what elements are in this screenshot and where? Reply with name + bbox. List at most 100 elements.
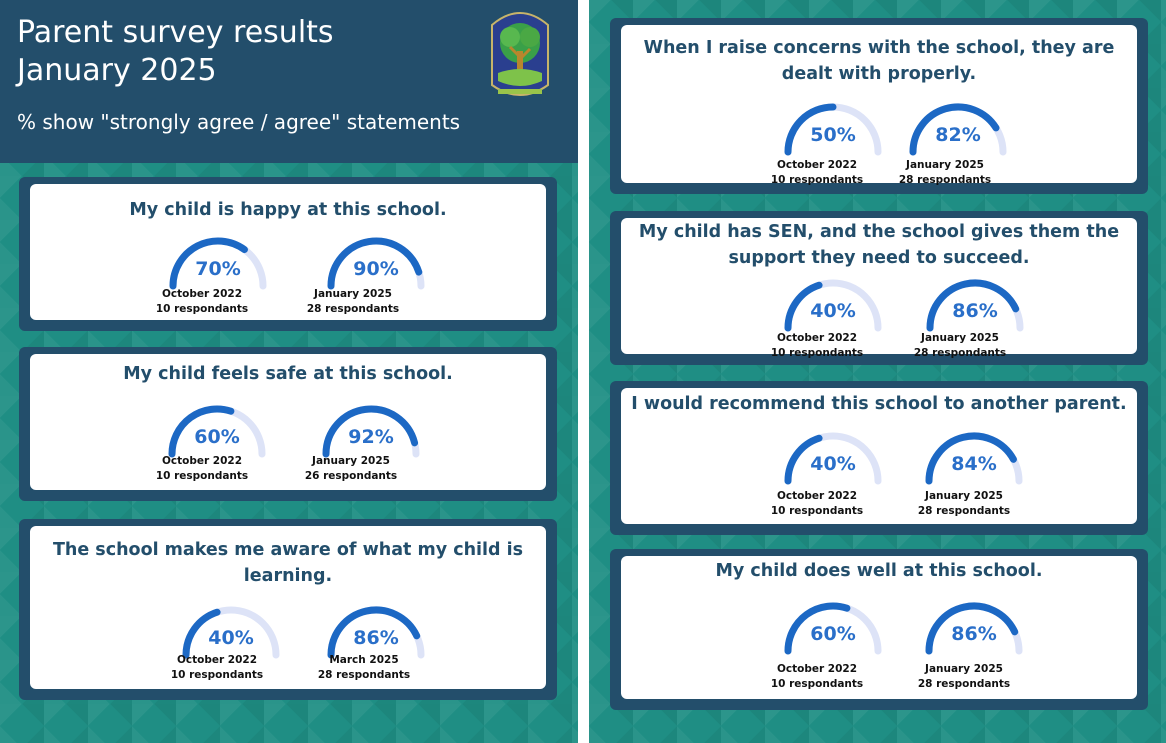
school-tree-crest-icon <box>491 12 549 96</box>
survey-caption: January 2025 28 respondants <box>894 662 1034 692</box>
question-title: My child is happy at this school. <box>129 200 447 220</box>
survey-date: January 2025 <box>312 455 390 467</box>
gauge: 50% <box>778 100 888 160</box>
gauge-arc <box>784 103 882 156</box>
question-title: My child feels safe at this school. <box>123 364 453 384</box>
survey-card-body: My child feels safe at this school. 60% Oc… <box>30 354 546 490</box>
gauge: 84% <box>919 429 1029 489</box>
question-title: The school makes me aware of what my chi… <box>52 540 524 586</box>
respondent-count: 10 respondants <box>770 347 864 359</box>
question-title: My child does well at this school. <box>715 561 1043 581</box>
gauge: 40% <box>778 276 888 336</box>
percent-label: 40% <box>208 627 254 649</box>
survey-card-body: When I raise concerns with the school, t… <box>621 25 1137 186</box>
gauge: 40% <box>176 603 286 663</box>
survey-date: January 2025 <box>925 490 1003 502</box>
gauge-fill <box>926 279 1020 332</box>
page-title: Parent survey results January 2025 <box>17 14 334 90</box>
survey-date: October 2022 <box>176 654 258 666</box>
respondent-count: 10 respondants <box>770 174 864 186</box>
percent-label: 82% <box>935 124 981 146</box>
percent-label: 90% <box>353 258 399 280</box>
gauge: 86% <box>321 603 431 663</box>
survey-date: January 2025 <box>906 159 984 171</box>
gauge-arc <box>909 103 1007 156</box>
percent-label: 40% <box>810 453 856 475</box>
survey-card-body: My child is happy at this school. 70% Octo… <box>30 184 546 320</box>
respondent-count: 28 respondants <box>306 303 400 315</box>
respondent-count: 10 respondants <box>770 505 864 517</box>
survey-card: My child has SEN, and the school gives t… <box>610 211 1148 365</box>
percent-label: 50% <box>810 124 856 146</box>
gauge-fill <box>322 405 419 458</box>
question-title: My child has SEN, and the school gives t… <box>638 222 1120 268</box>
respondent-count: 28 respondants <box>913 347 1007 359</box>
survey-caption: October 2022 10 respondants <box>132 454 272 484</box>
gauge-fill <box>327 606 421 659</box>
header-banner: Parent survey results January 2025 % sho… <box>0 0 578 163</box>
gauge-fill <box>925 432 1017 485</box>
respondent-count: 28 respondants <box>317 669 411 681</box>
gauge: 70% <box>163 234 273 294</box>
percent-label: 70% <box>195 258 241 280</box>
survey-card: The school makes me aware of what my chi… <box>19 519 557 700</box>
survey-caption: October 2022 10 respondants <box>747 158 887 188</box>
gauge-fill <box>784 434 823 485</box>
title-line-1: Parent survey results <box>17 15 334 50</box>
gauge-arc <box>784 602 882 655</box>
survey-card-body: My child has SEN, and the school gives t… <box>621 218 1137 359</box>
survey-date: January 2025 <box>921 332 999 344</box>
survey-caption: January 2025 28 respondants <box>875 158 1015 188</box>
gauge-fill <box>784 281 823 332</box>
survey-caption: March 2025 28 respondants <box>294 653 434 683</box>
gauge-fill <box>909 103 1000 156</box>
respondent-count: 28 respondants <box>917 678 1011 690</box>
gauge: 60% <box>162 402 272 462</box>
respondent-count: 26 respondants <box>304 470 398 482</box>
survey-date: March 2025 <box>329 654 399 666</box>
survey-date: October 2022 <box>161 455 243 467</box>
survey-date: October 2022 <box>776 663 858 675</box>
survey-card-body: I would recommend this school to another… <box>621 388 1137 524</box>
percent-label: 40% <box>810 300 856 322</box>
survey-card-body: My child does well at this school. 60% Oct… <box>621 556 1137 699</box>
title-line-2: January 2025 <box>17 53 217 88</box>
gauge-arc <box>784 279 882 332</box>
percent-label: 84% <box>951 453 997 475</box>
percent-label: 86% <box>951 623 997 645</box>
panel-divider <box>578 0 589 743</box>
percent-label: 60% <box>810 623 856 645</box>
gauge: 86% <box>919 599 1029 659</box>
question-title: I would recommend this school to another… <box>631 394 1127 414</box>
gauge-fill <box>327 237 423 290</box>
percent-label: 86% <box>353 627 399 649</box>
gauge-fill <box>784 602 851 655</box>
survey-caption: October 2022 10 respondants <box>747 489 887 519</box>
survey-card: I would recommend this school to another… <box>610 381 1148 535</box>
survey-date: October 2022 <box>776 159 858 171</box>
gauge-arc <box>169 237 267 290</box>
survey-caption: October 2022 10 respondants <box>747 662 887 692</box>
gauge-arc <box>925 602 1023 655</box>
respondent-count: 28 respondants <box>917 505 1011 517</box>
respondent-count: 10 respondants <box>155 303 249 315</box>
respondent-count: 10 respondants <box>170 669 264 681</box>
gauge-arc <box>925 432 1023 485</box>
survey-card: My child is happy at this school. 70% Octo… <box>19 177 557 331</box>
respondent-count: 10 respondants <box>770 678 864 690</box>
gauge-arc <box>784 432 882 485</box>
gauge: 90% <box>321 234 431 294</box>
gauge-arc <box>926 279 1024 332</box>
gauge-arc <box>322 405 420 458</box>
page-subtitle: % show "strongly agree / agree" statemen… <box>17 110 461 134</box>
survey-date: January 2025 <box>314 288 392 300</box>
gauge-arc <box>327 237 425 290</box>
respondent-count: 28 respondants <box>898 174 992 186</box>
survey-date: October 2022 <box>776 332 858 344</box>
survey-date: October 2022 <box>161 288 243 300</box>
survey-date: January 2025 <box>925 663 1003 675</box>
percent-label: 60% <box>194 426 240 448</box>
survey-caption: January 2025 28 respondants <box>283 287 423 317</box>
survey-caption: January 2025 28 respondants <box>890 331 1030 361</box>
percent-label: 86% <box>952 300 998 322</box>
